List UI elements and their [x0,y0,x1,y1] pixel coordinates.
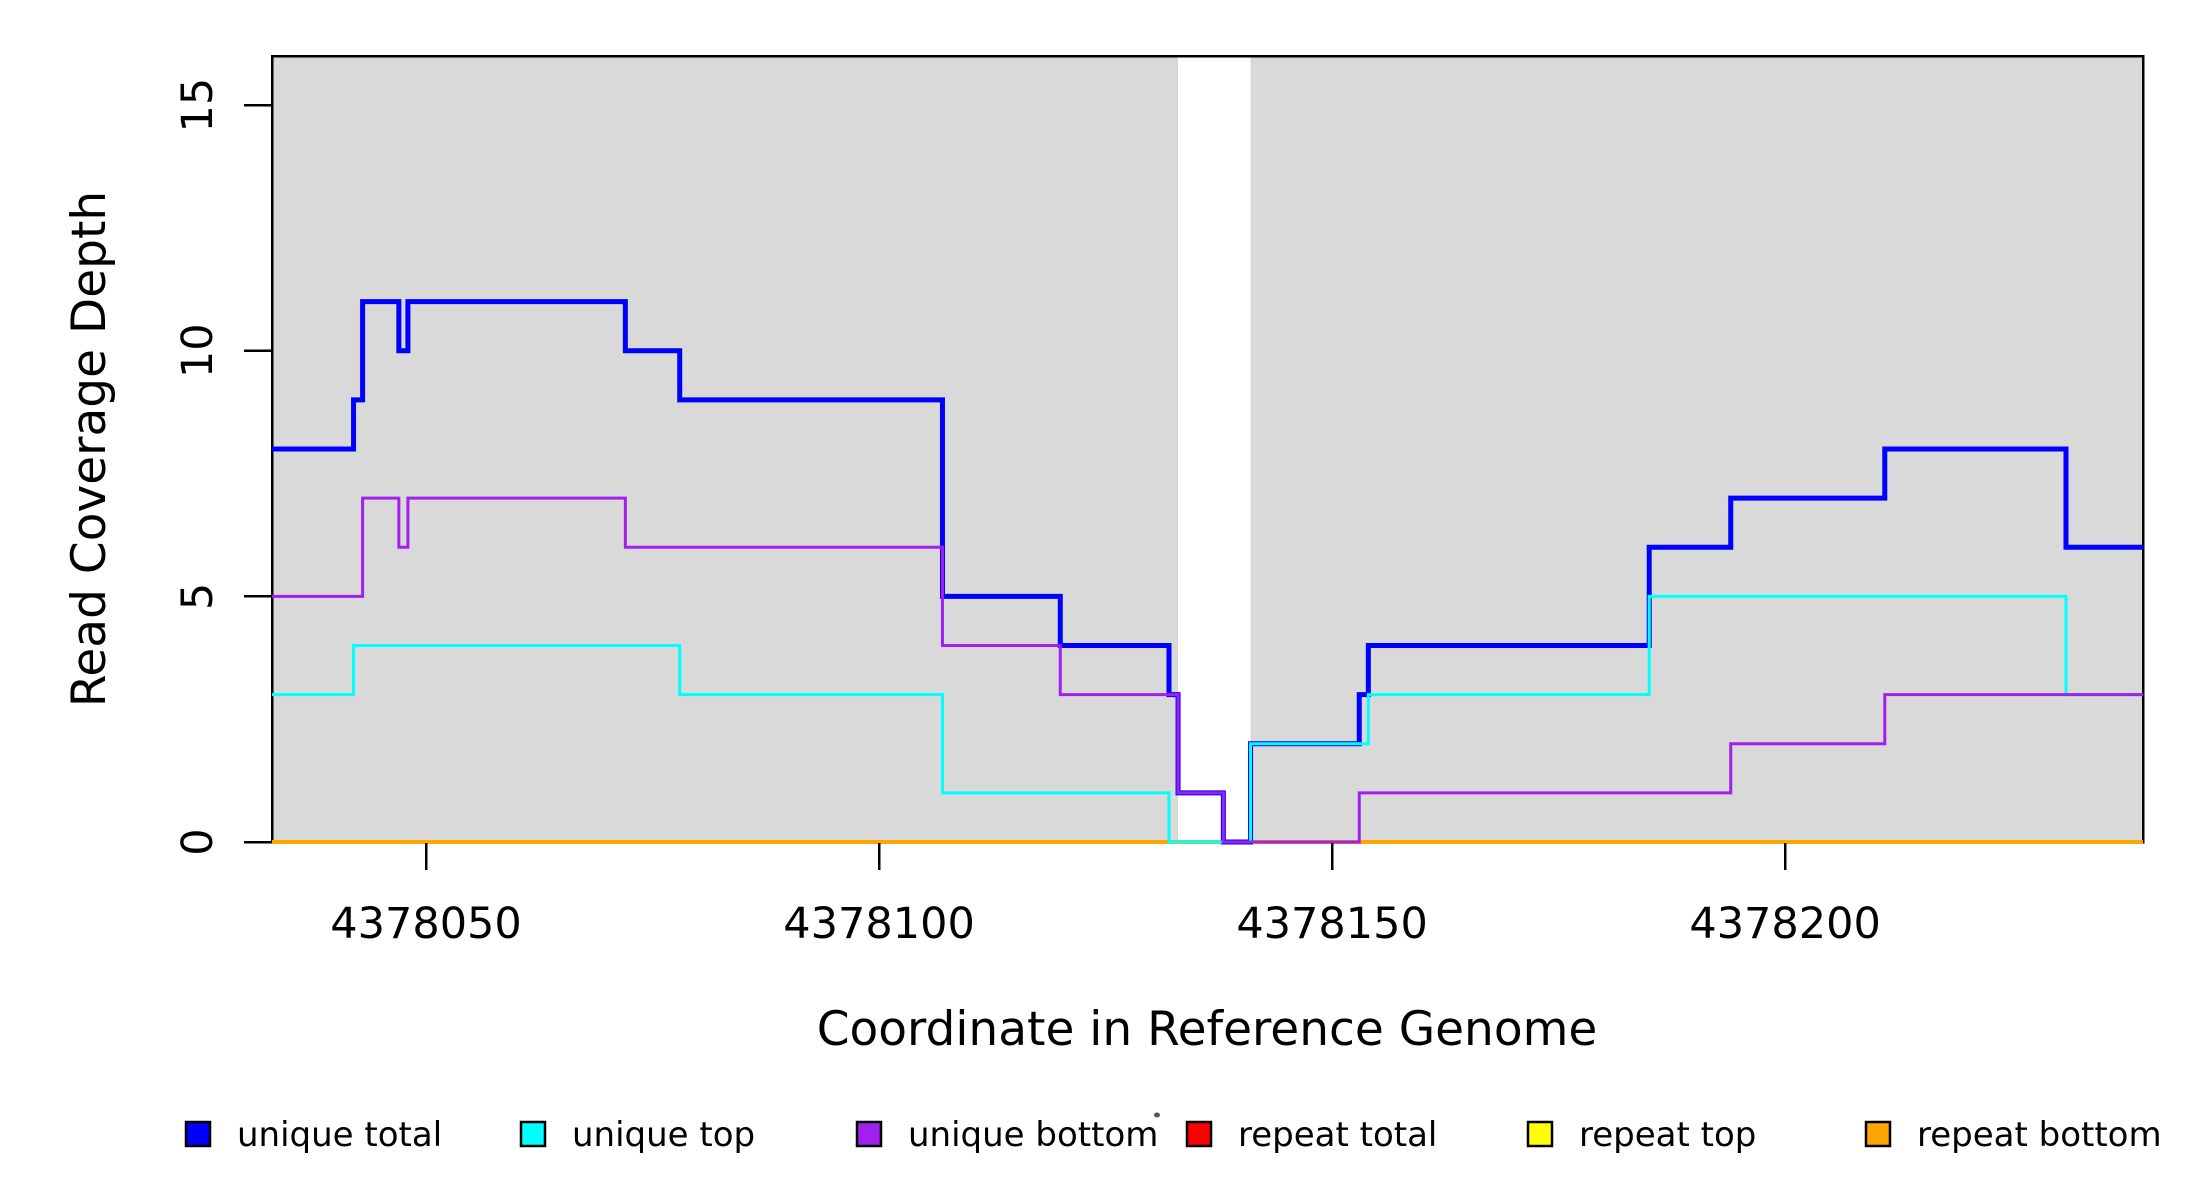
legend-label-unique-top: unique top [572,1115,755,1155]
x-tick-label: 4378100 [783,899,975,949]
y-tick-label: 5 [173,583,223,610]
x-axis: 4378050 4378100 4378150 4378200 [330,843,1881,949]
series-line-unique-bottom [272,496,2143,844]
y-axis-title: Read Coverage Depth [62,191,117,707]
legend-label-repeat-bottom: repeat bottom [1917,1115,2162,1155]
y-axis: 0 5 10 15 [173,78,271,856]
y-tick-label: 15 [173,78,223,133]
x-tick-label: 4378200 [1689,899,1881,949]
legend-label-repeat-total: repeat total [1238,1115,1437,1155]
stray-dot-artifact [1154,1112,1160,1118]
legend-swatch-repeat-bottom [1864,1120,1892,1148]
series-lines [272,299,2143,845]
x-tick-label: 4378150 [1236,899,1428,949]
coverage-background-regions [272,57,2143,842]
legend-swatch-unique-top [519,1120,547,1148]
legend-swatch-repeat-top [1526,1120,1554,1148]
series-line-unique-top [272,594,2143,844]
legend: unique total unique top unique bottom repea… [184,1115,2162,1155]
legend-label-unique-total: unique total [237,1115,442,1155]
y-tick-label: 0 [173,828,223,855]
legend-swatch-unique-total [184,1120,212,1148]
x-tick-label: 4378050 [330,899,522,949]
legend-swatch-repeat-total [1185,1120,1213,1148]
y-tick-label: 10 [173,323,223,378]
legend-label-repeat-top: repeat top [1579,1115,1756,1155]
legend-swatch-unique-bottom [855,1120,883,1148]
coverage-region-1 [272,57,1179,842]
legend-label-unique-bottom: unique bottom [908,1115,1158,1155]
x-axis-title: Coordinate in Reference Genome [817,1002,1598,1057]
